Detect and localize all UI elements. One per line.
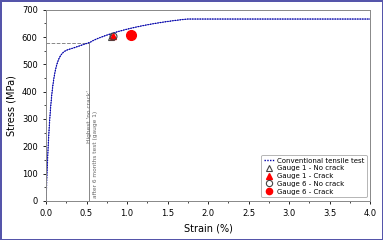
Legend: Conventional tensile test, Gauge 1 - No crack, Gauge 1 - Crack, Gauge 6 - No cra: Conventional tensile test, Gauge 1 - No … — [261, 155, 367, 197]
Text: after 6 months test (gauge 1): after 6 months test (gauge 1) — [93, 111, 98, 198]
X-axis label: Strain (%): Strain (%) — [184, 224, 232, 234]
Text: Highest 'no crack': Highest 'no crack' — [87, 90, 92, 143]
Y-axis label: Stress (MPa): Stress (MPa) — [6, 75, 16, 136]
